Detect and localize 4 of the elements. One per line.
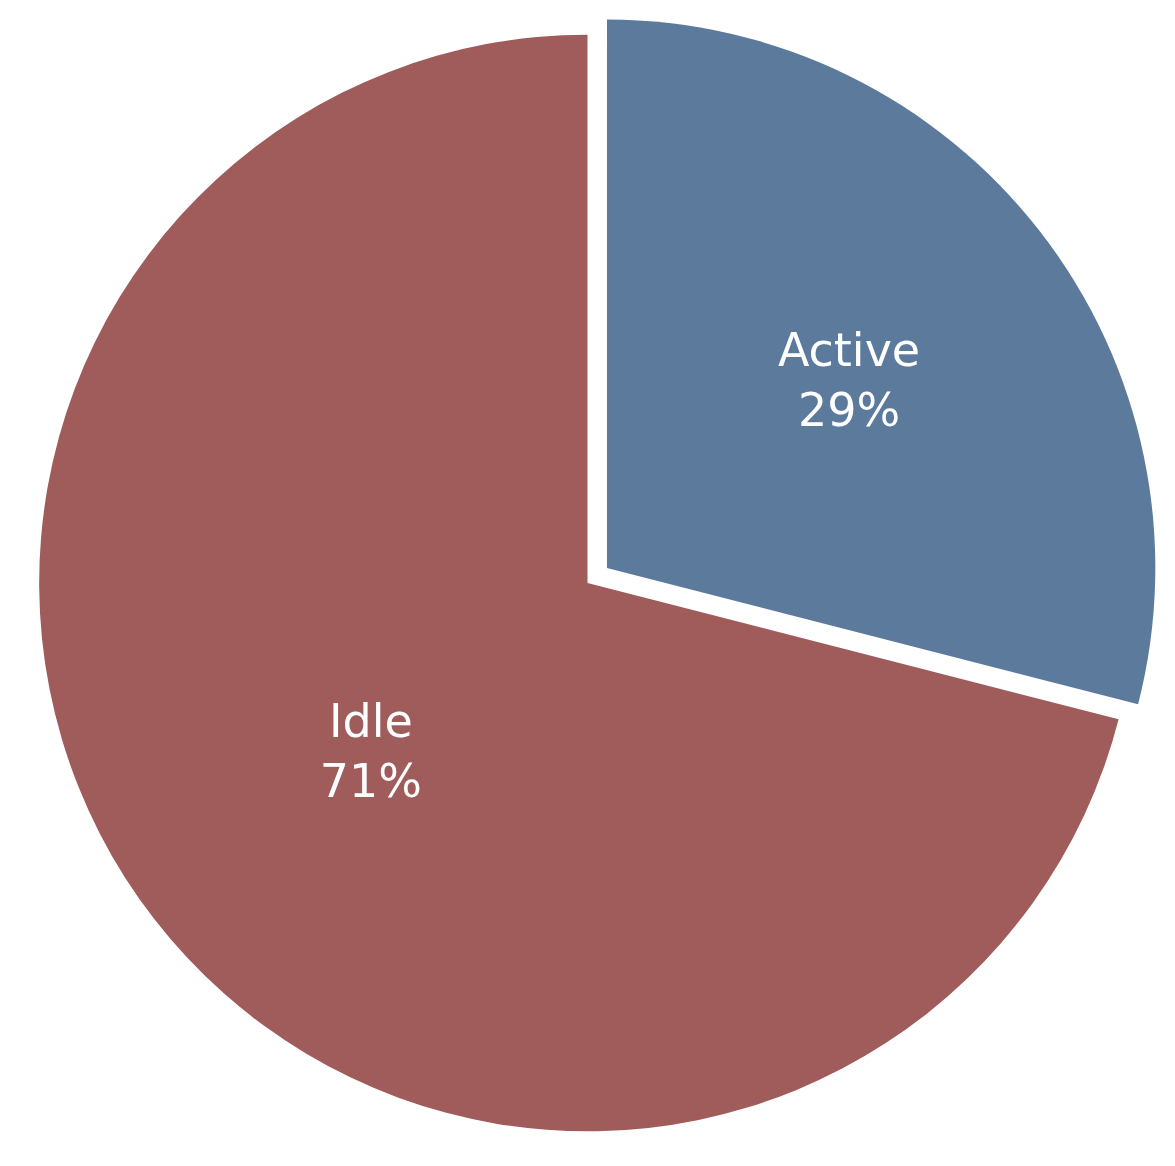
data-label: 29% xyxy=(797,383,901,438)
slice-label: Active xyxy=(777,323,921,378)
slice-label: Idle xyxy=(328,694,413,749)
data-label: 71% xyxy=(319,753,422,808)
